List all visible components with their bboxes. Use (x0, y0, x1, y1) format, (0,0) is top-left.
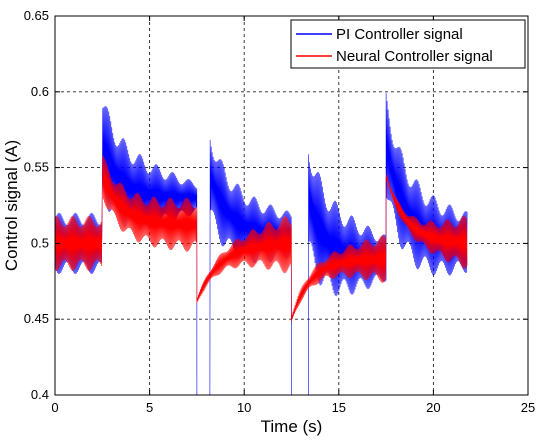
x-axis-label: Time (s) (261, 417, 323, 436)
y-tick-label: 0.55 (24, 160, 49, 175)
x-tick-label: 5 (146, 400, 153, 415)
x-tick-label: 20 (426, 400, 440, 415)
y-tick-label: 0.6 (31, 84, 49, 99)
series-line-neural (54, 155, 468, 323)
legend-entry-pi: PI Controller signal (336, 26, 463, 43)
x-tick-label: 10 (237, 400, 251, 415)
legend-box (290, 19, 526, 69)
x-tick-label: 0 (51, 400, 58, 415)
y-tick-label: 0.5 (31, 235, 49, 250)
series-layer (54, 92, 468, 396)
plot-frame (54, 15, 529, 396)
ticks-layer: 0 5 10 15 20 25 0.4 0.45 0.5 0.55 0.6 0.65 (24, 8, 536, 415)
legend-entry-neural: Neural Controller signal (336, 48, 493, 65)
y-tick-label: 0.4 (31, 387, 49, 402)
series-line-pi (54, 92, 468, 396)
y-axis-label: Control signal (A) (2, 140, 21, 271)
x-tick-label: 15 (332, 400, 346, 415)
y-tick-label: 0.65 (24, 8, 49, 23)
y-tick-label: 0.45 (24, 311, 49, 326)
legend: PI Controller signal Neural Controller s… (290, 19, 526, 69)
x-tick-label: 25 (521, 400, 535, 415)
